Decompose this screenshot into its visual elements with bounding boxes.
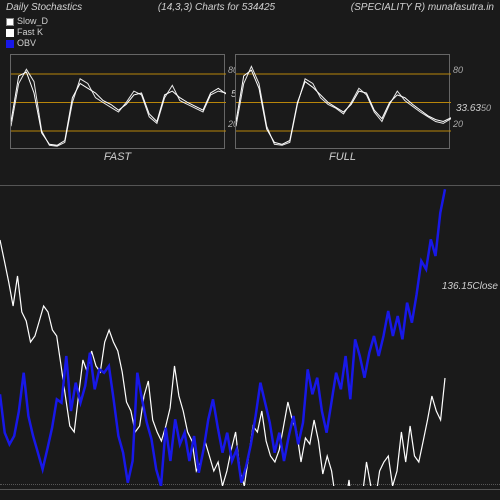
full-svg — [236, 55, 451, 150]
mini-label: FULL — [235, 149, 450, 163]
axis-tick: 20 — [453, 119, 463, 129]
legend-fast-k: Fast K — [6, 27, 494, 38]
title-left: Daily Stochastics — [6, 2, 82, 13]
swatch-obv — [6, 40, 14, 48]
title-right: (SPECIALITY R) munafasutra.in — [351, 2, 494, 13]
site-label: munafasutra.in — [428, 2, 494, 13]
legend-label: Fast K — [17, 27, 43, 38]
legend-label: Slow_D — [17, 16, 48, 27]
main-chart: 136.15Close — [0, 185, 500, 485]
main-svg — [0, 186, 500, 486]
bottom-border — [0, 489, 500, 490]
end-value: 33.6350 — [456, 103, 491, 114]
legend-obv: OBV — [6, 38, 494, 49]
symbol-label: (SPECIALITY R) — [351, 2, 425, 13]
swatch-slow-d — [6, 18, 14, 26]
mini-chart-fast: 80 20 59.3350 FAST — [10, 54, 225, 163]
mini-charts-row: 80 20 59.3350 FAST 80 20 33.6350 FULL — [0, 50, 500, 163]
legend: Slow_D Fast K OBV — [0, 15, 500, 50]
chart-panel: 80 20 59.3350 — [10, 54, 225, 149]
close-label: 136.15Close — [442, 281, 498, 292]
chart-panel: 80 20 33.6350 — [235, 54, 450, 149]
swatch-fast-k — [6, 29, 14, 37]
header-row: Daily Stochastics (14,3,3) Charts for 53… — [0, 0, 500, 15]
mini-chart-full: 80 20 33.6350 FULL — [235, 54, 450, 163]
legend-label: OBV — [17, 38, 36, 49]
mini-label: FAST — [10, 149, 225, 163]
fast-svg — [11, 55, 226, 150]
axis-tick: 80 — [453, 65, 463, 75]
title-center: (14,3,3) Charts for 534425 — [158, 2, 275, 13]
legend-slow-d: Slow_D — [6, 16, 494, 27]
